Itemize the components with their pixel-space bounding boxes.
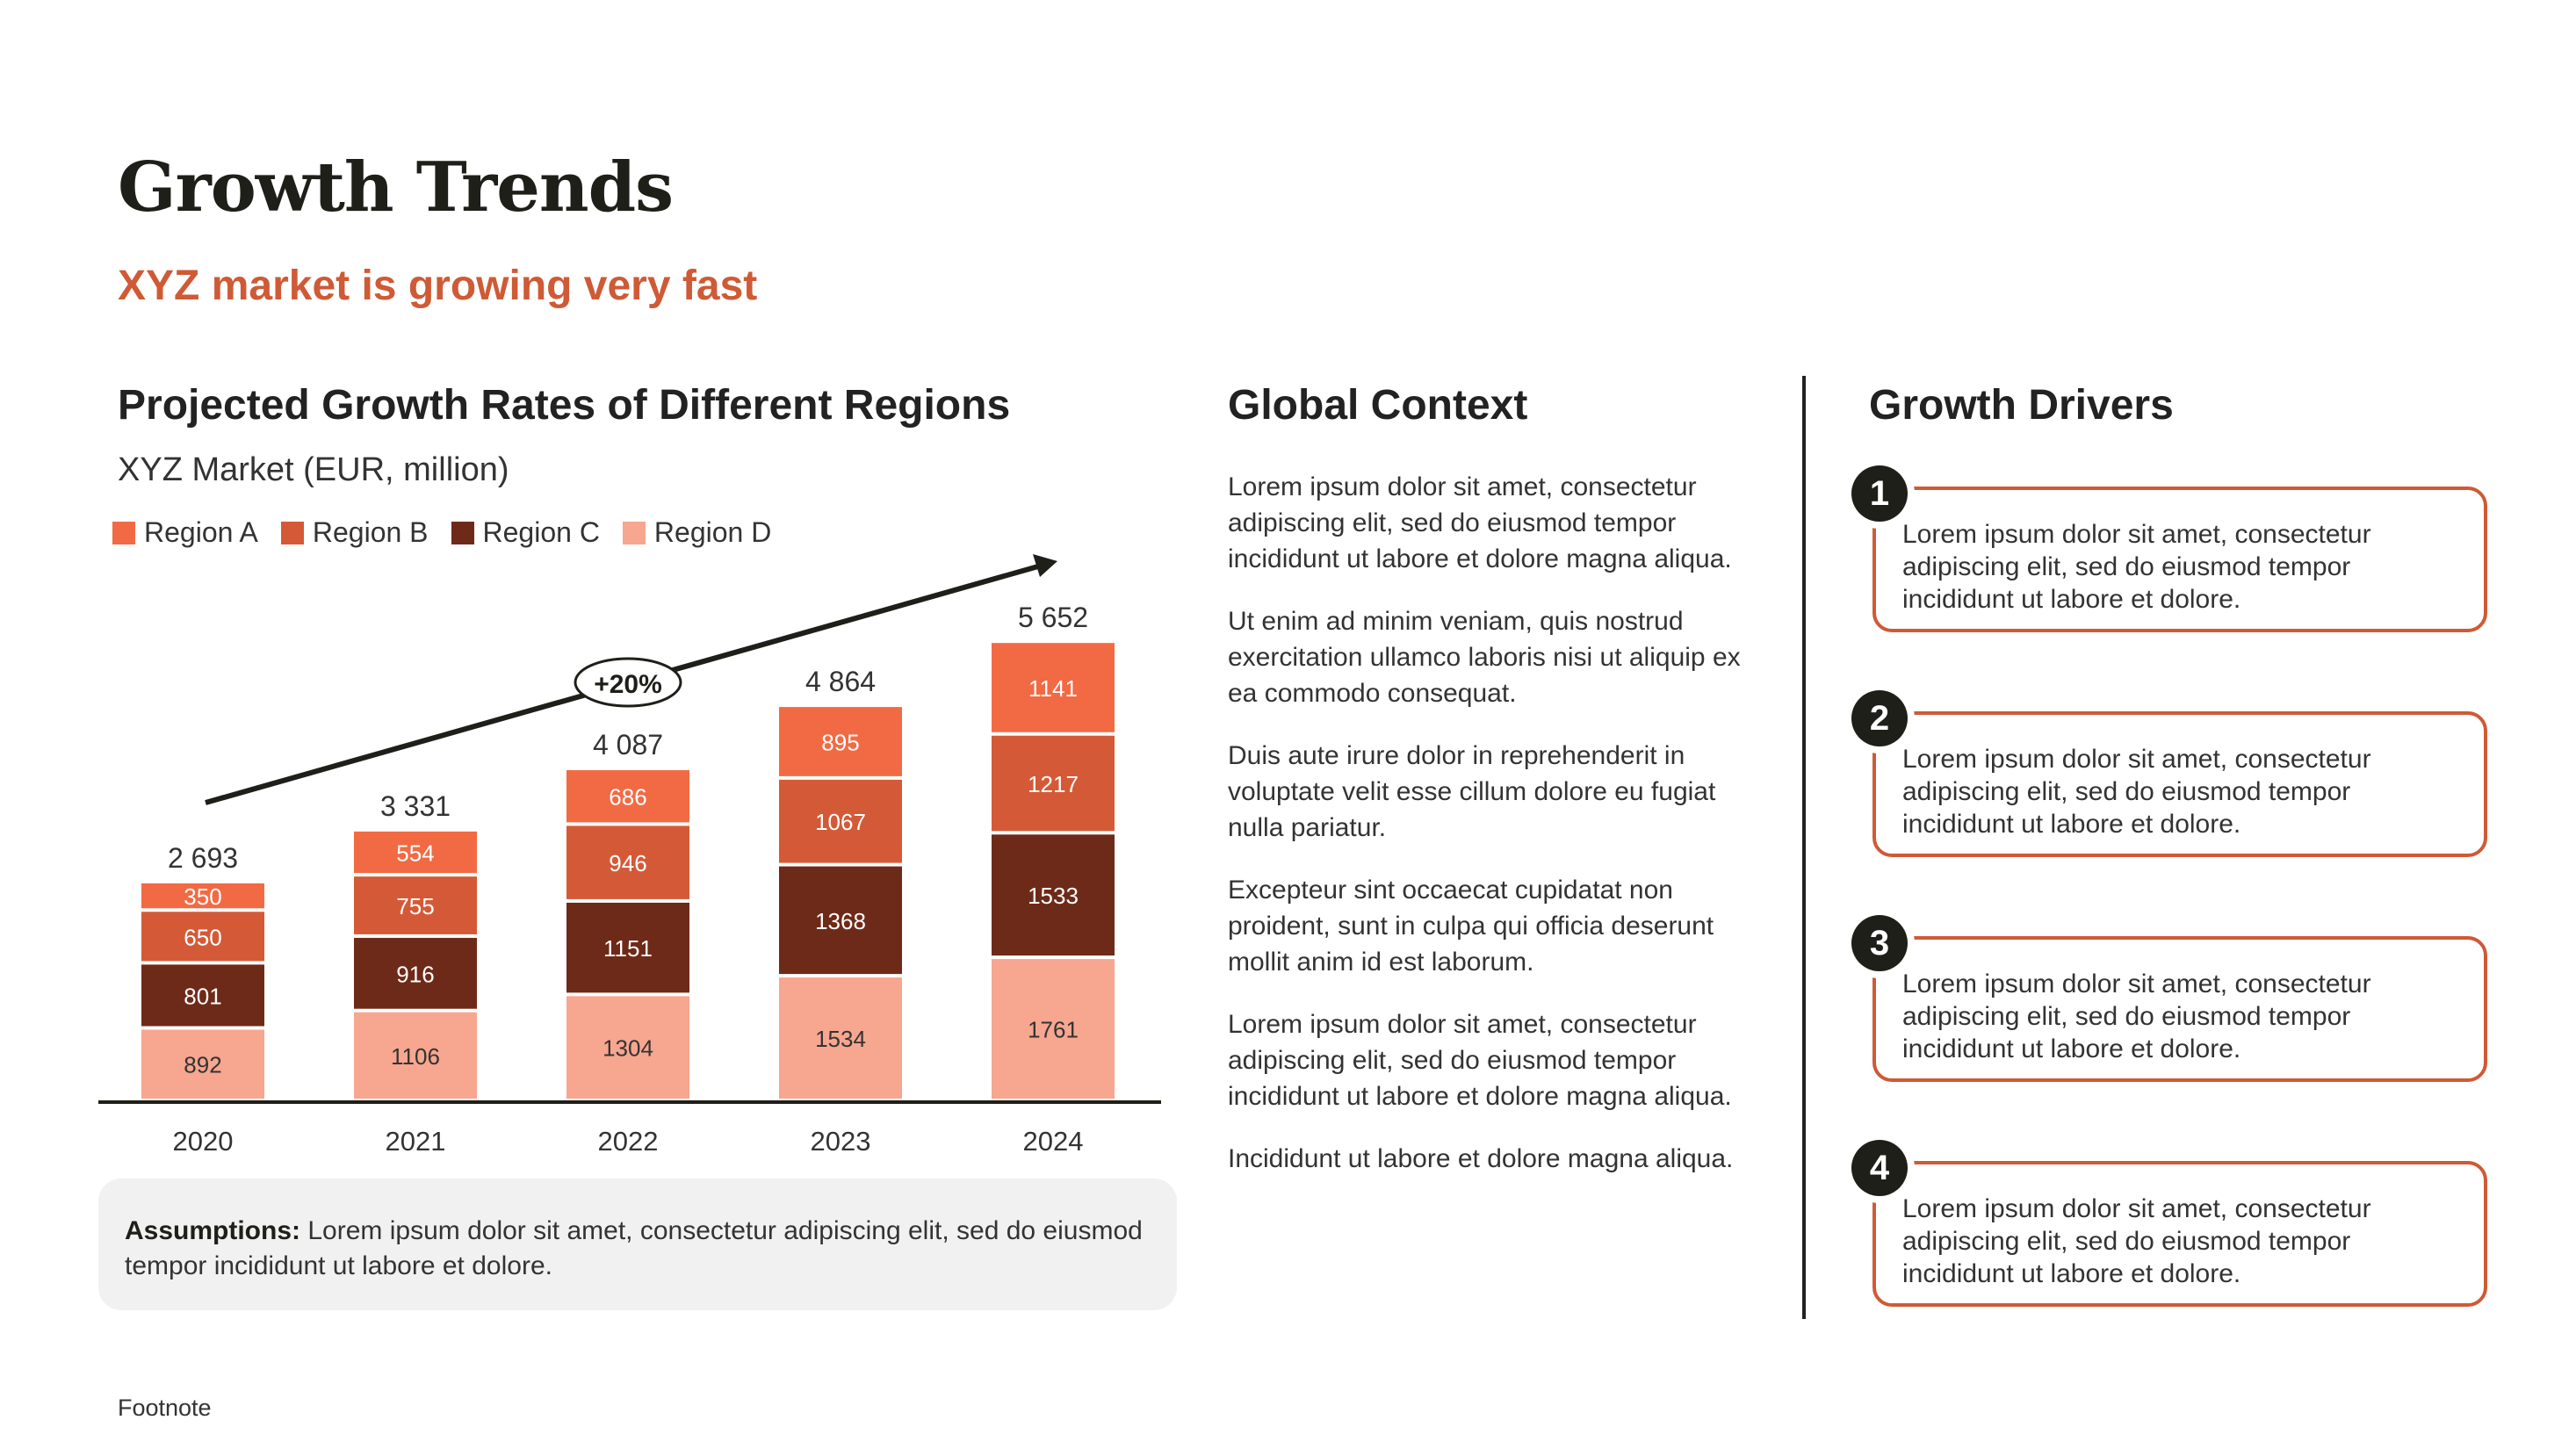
global-context-heading: Global Context — [1228, 382, 1528, 429]
bar-segment-label: 1304 — [603, 1035, 653, 1062]
page-title: Growth Trends — [118, 148, 674, 227]
chart-legend: Region A Region B Region C Region D — [112, 516, 771, 549]
growth-driver-text: Lorem ipsum dolor sit amet, consectetur … — [1872, 711, 2487, 857]
assumptions-label: Assumptions: — [125, 1216, 301, 1245]
bar-segment — [566, 825, 689, 899]
global-context-text: Lorem ipsum dolor sit amet, consectetur … — [1228, 469, 1742, 1203]
bar-segment — [354, 876, 477, 934]
bar-segment — [992, 735, 1115, 832]
growth-driver-number: 3 — [1851, 915, 1908, 971]
bar-segment-label: 350 — [184, 883, 221, 910]
growth-driver-number: 2 — [1851, 690, 1908, 746]
bar-segment-label: 801 — [184, 983, 221, 1009]
stacked-bar-chart: +20% 892 801 650 350 2 693 2020 1106 916 755 554 3 … — [98, 554, 1161, 1157]
chart-title: Projected Growth Rates of Different Regi… — [118, 382, 1011, 429]
bar-total-label: 5 652 — [1018, 602, 1088, 633]
bar-segment — [141, 964, 264, 1027]
x-tick-label: 2020 — [173, 1126, 234, 1157]
bar-segment-label: 1368 — [815, 908, 866, 934]
bar-segment-label: 1217 — [1028, 771, 1079, 797]
assumptions-box: Assumptions: Lorem ipsum dolor sit amet,… — [98, 1179, 1177, 1310]
bar-segment — [141, 1029, 264, 1099]
x-tick-label: 2024 — [1023, 1126, 1084, 1157]
legend-label: Region D — [653, 516, 772, 548]
bar-segment-label: 686 — [609, 784, 646, 811]
footnote: Footnote — [118, 1395, 212, 1421]
bar-segment-label: 895 — [821, 729, 859, 755]
bar-segment — [779, 707, 902, 776]
legend-item-region-d: Region D — [622, 516, 772, 549]
bar-segment — [992, 959, 1115, 1099]
bar-segment-label: 554 — [396, 840, 434, 867]
growth-drivers-heading: Growth Drivers — [1869, 382, 2174, 429]
bar-segment — [354, 831, 477, 874]
bar-segment — [141, 883, 264, 909]
bar-total-label: 4 087 — [593, 729, 663, 761]
bar-segment-label: 650 — [184, 924, 221, 950]
bar-segment — [779, 977, 902, 1099]
legend-item-region-c: Region C — [451, 516, 600, 549]
legend-swatch — [280, 521, 304, 544]
bar-segment-label: 1141 — [1028, 675, 1078, 702]
growth-driver-text: Lorem ipsum dolor sit amet, consectetur … — [1872, 1161, 2487, 1307]
growth-annotation-ellipse — [574, 657, 682, 708]
x-tick-label: 2022 — [598, 1126, 659, 1157]
legend-swatch — [451, 521, 474, 544]
bar-segment — [566, 996, 689, 1099]
page-subtitle: XYZ market is growing very fast — [118, 263, 758, 309]
global-context-paragraph: Lorem ipsum dolor sit amet, consectetur … — [1228, 1010, 1732, 1111]
bar-segment-label: 946 — [609, 850, 646, 876]
bar-total-label: 3 331 — [380, 790, 451, 822]
legend-swatch — [622, 521, 646, 544]
legend-label: Region A — [144, 516, 258, 548]
trend-arrow-head — [1033, 554, 1057, 577]
legend-item-region-a: Region A — [112, 516, 258, 549]
bar-segment — [566, 769, 689, 823]
legend-item-region-b: Region B — [280, 516, 429, 549]
x-tick-label: 2021 — [386, 1126, 446, 1157]
growth-driver-number: 1 — [1851, 465, 1908, 522]
bar-segment-label: 1761 — [1028, 1017, 1079, 1043]
bar-segment-label: 892 — [184, 1052, 221, 1078]
legend-swatch — [112, 521, 135, 544]
column-divider — [1802, 376, 1806, 1319]
chart-subtitle: XYZ Market (EUR, million) — [118, 451, 509, 488]
bar-segment — [141, 912, 264, 962]
bar-segment — [354, 1012, 477, 1099]
bar-total-label: 4 864 — [805, 666, 876, 697]
bar-segment — [779, 866, 902, 975]
global-context-paragraph: Ut enim ad minim veniam, quis nostrud ex… — [1228, 607, 1741, 708]
bar-segment-label: 1533 — [1028, 883, 1079, 909]
bar-segment-label: 1151 — [603, 935, 653, 962]
growth-driver-text: Lorem ipsum dolor sit amet, consectetur … — [1872, 487, 2487, 632]
growth-annotation-label: +20% — [594, 670, 662, 699]
bar-segment — [779, 779, 902, 863]
global-context-paragraph: Incididunt ut labore et dolore magna ali… — [1228, 1144, 1734, 1173]
legend-label: Region C — [482, 516, 600, 548]
bar-total-label: 2 693 — [168, 842, 238, 874]
legend-label: Region B — [312, 516, 429, 548]
bar-segment-label: 1106 — [391, 1043, 440, 1070]
bar-segment-label: 1067 — [815, 809, 866, 835]
bar-segment-label: 755 — [396, 893, 434, 919]
x-tick-label: 2023 — [811, 1126, 871, 1157]
bar-segment — [566, 902, 689, 993]
bar-segment-label: 1534 — [815, 1026, 866, 1052]
bar-segment — [992, 834, 1115, 956]
bar-segment — [354, 937, 477, 1009]
assumptions-text: Lorem ipsum dolor sit amet, consectetur … — [125, 1216, 1143, 1280]
global-context-paragraph: Lorem ipsum dolor sit amet, consectetur … — [1228, 472, 1732, 573]
global-context-paragraph: Duis aute irure dolor in reprehenderit i… — [1228, 741, 1716, 842]
growth-driver-number: 4 — [1851, 1140, 1908, 1196]
bar-segment — [992, 643, 1115, 732]
bar-segment-label: 916 — [396, 961, 434, 987]
global-context-paragraph: Excepteur sint occaecat cupidatat non pr… — [1228, 876, 1714, 977]
growth-driver-text: Lorem ipsum dolor sit amet, consectetur … — [1872, 936, 2487, 1082]
